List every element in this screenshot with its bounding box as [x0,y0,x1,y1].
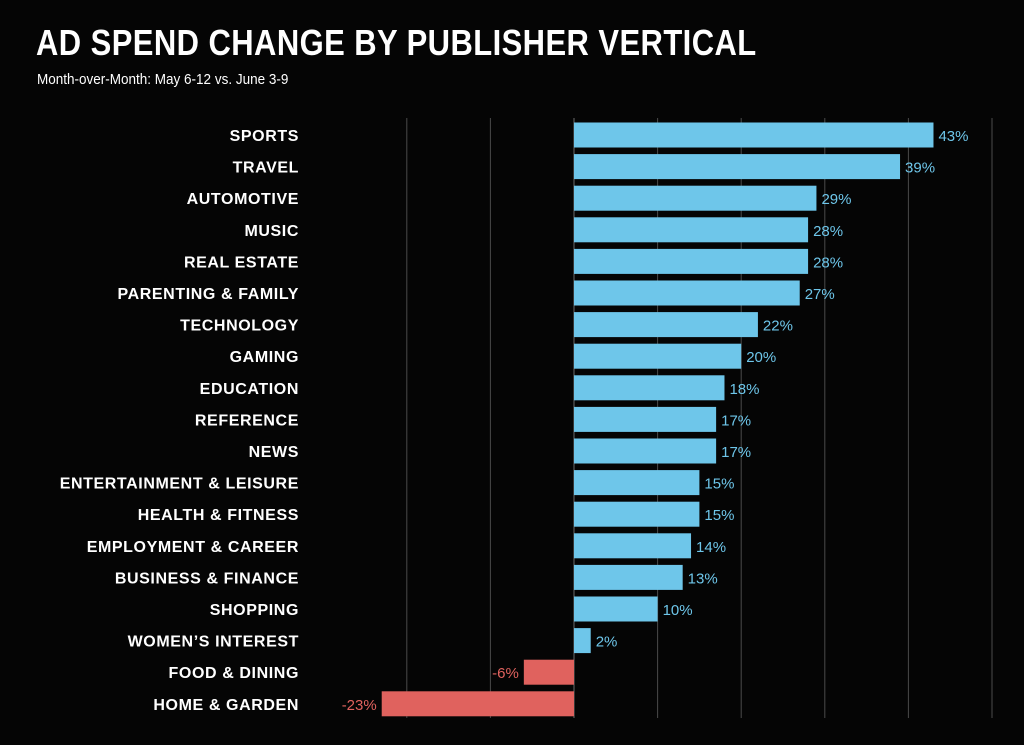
category-label: EDUCATION [200,381,299,398]
data-label: 20% [746,349,776,366]
bar [574,470,700,496]
category-label: REAL ESTATE [184,254,299,271]
category-label: HOME & GARDEN [153,697,299,714]
bar [574,280,800,306]
bar [523,659,574,685]
data-label: 28% [813,254,843,271]
bar [574,154,901,180]
data-label: 39% [905,160,935,177]
bar [574,312,758,338]
category-label: AUTOMOTIVE [187,191,299,208]
category-label: GAMING [230,349,299,366]
data-label: 18% [729,381,759,398]
bar [574,406,717,432]
category-label: REFERENCE [195,412,299,429]
data-label: 14% [696,539,726,556]
data-label: 15% [704,507,734,524]
data-label: 17% [721,444,751,461]
category-label: FOOD & DINING [169,665,299,682]
bar [574,438,717,464]
category-label: TRAVEL [233,160,299,177]
data-label: -23% [342,697,377,714]
bar [574,596,658,622]
data-label: 29% [821,191,851,208]
bar [574,122,934,148]
data-label: 27% [805,286,835,303]
data-label: 2% [596,634,618,651]
category-label: HEALTH & FITNESS [138,507,299,524]
category-label: WOMEN’S INTEREST [128,634,299,651]
data-label: 43% [938,128,968,145]
category-label: TECHNOLOGY [180,318,299,335]
bar [574,185,817,211]
data-label: 15% [704,476,734,493]
category-label: EMPLOYMENT & CAREER [87,539,299,556]
bar [574,248,809,274]
chart-subtitle: Month-over-Month: May 6-12 vs. June 3-9 [37,71,289,88]
bar [574,217,809,243]
category-label: ENTERTAINMENT & LEISURE [60,476,299,493]
category-label: MUSIC [244,223,299,240]
data-label: 13% [688,570,718,587]
chart-title: AD SPEND CHANGE BY PUBLISHER VERTICAL [36,22,757,63]
bar [574,501,700,527]
category-label: BUSINESS & FINANCE [115,570,299,587]
data-label: 17% [721,412,751,429]
category-label: SPORTS [230,128,299,145]
data-label: -6% [492,665,519,682]
bar [574,375,725,401]
bar [574,343,742,369]
data-label: 28% [813,223,843,240]
category-label: NEWS [249,444,299,461]
data-label: 10% [663,602,693,619]
data-label: 22% [763,318,793,335]
bar [574,533,692,559]
bar [574,564,683,590]
category-label: PARENTING & FAMILY [118,286,299,303]
bar [381,691,574,717]
bar [574,628,591,654]
category-label: SHOPPING [210,602,299,619]
